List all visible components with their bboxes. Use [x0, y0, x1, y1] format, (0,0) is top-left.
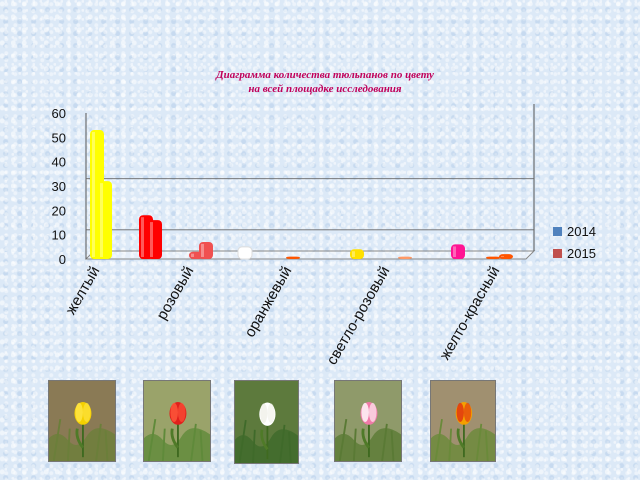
chart-title: Диаграмма количества тюльпанов по цвету … — [160, 68, 490, 96]
y-tick-label: 40 — [52, 155, 66, 170]
legend-item-2015: 2015 — [553, 242, 596, 264]
chart-legend: 2014 2015 — [553, 220, 596, 264]
yellow-tulip-photo — [48, 380, 116, 462]
y-tick-label: 10 — [52, 228, 66, 243]
y-tick-label: 60 — [52, 106, 66, 121]
y-tick-label: 20 — [52, 203, 66, 218]
legend-label-2015: 2015 — [567, 245, 596, 261]
x-tick-label: розовый — [153, 264, 197, 323]
legend-item-2014: 2014 — [553, 220, 596, 242]
white-tulip-photo — [234, 380, 299, 464]
legend-swatch-2015 — [553, 248, 562, 258]
bar — [486, 256, 500, 259]
chart-title-line-1: Диаграмма количества тюльпанов по цвету — [216, 69, 434, 81]
bar — [237, 246, 253, 260]
x-tick-label: оранжевый — [241, 264, 295, 341]
red-tulip-photo — [143, 380, 211, 462]
tulip-color-chart: 0 10 20 30 40 50 60 желтый розовый оранжевый светл… — [52, 104, 536, 368]
pink-tulip-photo — [334, 380, 402, 462]
y-tick-label: 0 — [59, 252, 66, 267]
bar — [499, 254, 513, 259]
x-tick-label: желтый — [62, 264, 103, 318]
x-tick-label: желто-красный — [436, 264, 503, 363]
x-tick-label: светло-розовый — [323, 264, 393, 368]
bar — [286, 256, 300, 259]
bar — [199, 241, 213, 259]
bar — [398, 256, 412, 259]
y-tick-label: 30 — [52, 179, 66, 194]
bar — [350, 249, 364, 259]
yellow-red-tulip-photo — [430, 380, 496, 462]
y-tick-label: 50 — [52, 130, 66, 145]
bar — [98, 181, 112, 259]
bar — [451, 244, 465, 259]
chart-title-line-2: на всей площадке исследования — [248, 83, 402, 95]
bar — [148, 220, 162, 259]
legend-label-2014: 2014 — [567, 223, 596, 239]
legend-swatch-2014 — [553, 226, 562, 236]
